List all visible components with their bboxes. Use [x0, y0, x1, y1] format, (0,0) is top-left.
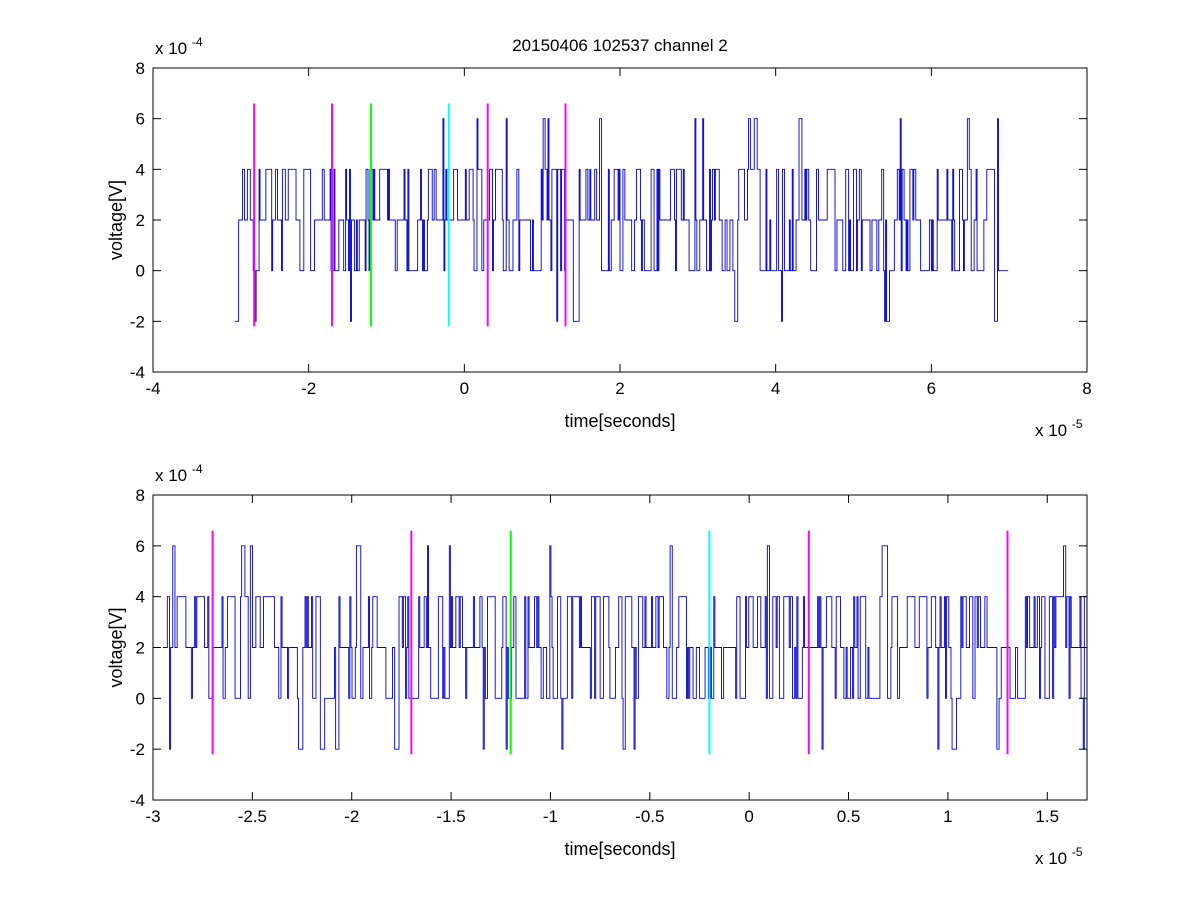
top-x-multiplier: x 10 -5 — [1035, 417, 1083, 440]
bottom-x-label: time[seconds] — [564, 839, 675, 859]
top-x-tick-label: 0 — [460, 379, 469, 398]
top-y-tick-label: 0 — [136, 262, 145, 281]
bottom-x-tick-label: 0.5 — [837, 807, 861, 826]
top-y-label: voltage[V] — [106, 180, 126, 260]
bottom-signal-line — [162, 545, 1087, 750]
bottom-x-multiplier: x 10 -5 — [1035, 845, 1083, 868]
bottom-y-tick-label: 8 — [136, 486, 145, 505]
top-axes: -4 -2 0 2 4 6 8 -4 -2 0 2 4 6 8 x 10 -4 x 10 -5 time[sec… — [106, 35, 1092, 440]
top-signal-line — [234, 118, 1009, 322]
top-y-tick-label: 6 — [136, 110, 145, 129]
top-x-tick-label: 8 — [1082, 379, 1091, 398]
top-y-tick-label: 2 — [136, 211, 145, 230]
bottom-x-tick-label: -0.5 — [635, 807, 664, 826]
bottom-x-tick-label: -2.5 — [238, 807, 267, 826]
top-y-tick-label: -2 — [130, 312, 145, 331]
bottom-axes: -3 -2.5 -2 -1.5 -1 -0.5 0 0.5 1 1.5 -4 -2 0 2 4 6 8 x 10 … — [106, 462, 1088, 868]
bottom-x-tick-label: -1.5 — [436, 807, 465, 826]
top-y-tick-label: -4 — [130, 363, 145, 382]
top-y-tick-label: 8 — [136, 59, 145, 78]
bottom-x-tick-label: 1.5 — [1035, 807, 1059, 826]
bottom-x-tick-label: -3 — [145, 807, 160, 826]
top-x-tick-label: 2 — [615, 379, 624, 398]
top-y-tick-label: 4 — [136, 160, 145, 179]
top-x-tick-label: 6 — [927, 379, 936, 398]
bottom-x-tick-label: -2 — [344, 807, 359, 826]
bottom-y-tick-label: 4 — [136, 588, 145, 607]
bottom-x-tick-label: -1 — [543, 807, 558, 826]
bottom-y-multiplier: x 10 -4 — [155, 462, 203, 485]
chart-title: 20150406 102537 channel 2 — [512, 36, 728, 55]
bottom-y-tick-label: -4 — [130, 791, 145, 810]
bottom-y-tick-label: 2 — [136, 639, 145, 658]
top-x-tick-label: 4 — [771, 379, 780, 398]
bottom-y-label: voltage[V] — [106, 607, 126, 687]
bottom-y-tick-label: 0 — [136, 689, 145, 708]
top-x-tick-label: -2 — [301, 379, 316, 398]
top-x-label: time[seconds] — [564, 411, 675, 431]
bottom-y-tick-label: -2 — [130, 740, 145, 759]
top-y-multiplier: x 10 -4 — [155, 35, 203, 58]
bottom-y-tick-label: 6 — [136, 537, 145, 556]
top-x-tick-label: -4 — [145, 379, 160, 398]
bottom-x-tick-label: 0 — [744, 807, 753, 826]
bottom-x-tick-label: 1 — [943, 807, 952, 826]
